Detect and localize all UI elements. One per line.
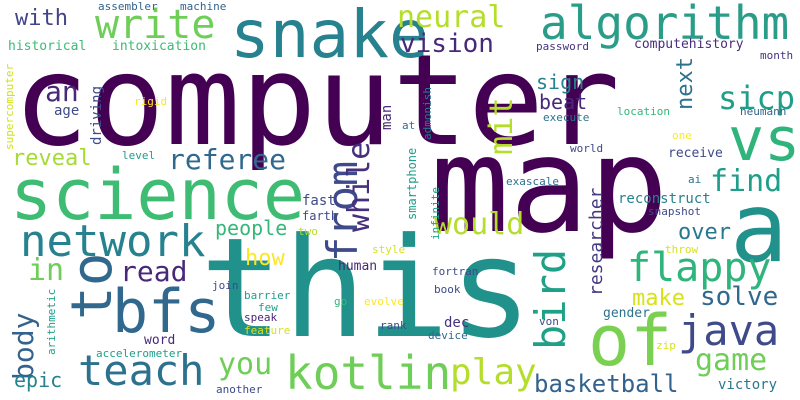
word-two: two (298, 225, 318, 238)
word-referee: referee (168, 143, 287, 176)
word-map: map (430, 109, 669, 263)
word-von: von (539, 315, 559, 328)
word-reveal: reveal (12, 146, 92, 171)
word-throw: throw (665, 243, 699, 256)
word-level: level (122, 149, 156, 162)
word-next: next (673, 57, 698, 110)
word-style: style (372, 243, 406, 256)
word-gender: gender (603, 306, 650, 321)
word-rigid: rigid (134, 95, 168, 108)
word-snake: snake (230, 0, 429, 73)
word-assembler: assembler (98, 0, 158, 13)
word-network: network (20, 216, 206, 267)
word-barrier: barrier (244, 289, 291, 302)
word-month: month (760, 49, 794, 62)
word-word: word (144, 333, 176, 348)
word-man: man (379, 104, 395, 130)
word-vision: vision (400, 29, 494, 59)
word-one: one (672, 129, 692, 142)
word-rank: rank (380, 319, 407, 332)
word-snapshot: snapshot (648, 205, 701, 218)
word-epic: epic (14, 368, 63, 392)
word-game: game (695, 343, 768, 378)
word-would: would (434, 207, 525, 242)
word-bird: bird (526, 248, 575, 350)
word-this: this (200, 208, 533, 369)
word-an: an (45, 75, 79, 108)
word-solve: solve (700, 282, 779, 312)
word-science: science (10, 154, 306, 236)
word-read: read (120, 255, 188, 288)
word-admonish: admonish (421, 87, 434, 140)
word-world: world (570, 142, 604, 155)
word-speak: speak (244, 311, 278, 324)
word-few: few (258, 301, 278, 314)
word-human: human (338, 259, 378, 274)
word-algorithm: algorithm (540, 0, 790, 50)
word-device: device (428, 329, 468, 342)
word-mit: mit (482, 97, 520, 155)
word-java: java (678, 306, 780, 355)
word-flappy: flappy (627, 245, 772, 291)
word-smartphone: smartphone (405, 147, 419, 220)
word-age: age (54, 103, 80, 119)
word-another: another (216, 383, 263, 396)
word-in: in (28, 253, 65, 288)
word-with: with (15, 6, 68, 31)
word-ai: ai (688, 173, 702, 186)
word-location: location (617, 105, 670, 118)
word-play: play (450, 352, 537, 393)
word-kotlin: kotlin (285, 346, 452, 400)
word-beat: beat (539, 90, 588, 114)
word-make: make (632, 286, 685, 311)
word-feature: feature (244, 324, 291, 337)
word-dec: dec (444, 315, 470, 331)
word-infinite: infinite (429, 187, 442, 240)
word-execute: execute (543, 111, 590, 124)
word-computer: computer (13, 27, 620, 174)
word-sicp: sicp (718, 79, 796, 117)
word-over: over (678, 220, 731, 245)
word-evolve: evolve (364, 295, 404, 308)
word-intoxication: intoxication (112, 39, 206, 54)
word-historical: historical (8, 39, 87, 54)
word-teach: teach (78, 346, 205, 395)
word-at: at (402, 119, 416, 132)
word-of: of (588, 300, 673, 382)
word-people: people (215, 216, 288, 240)
word-reconstruct: reconstruct (618, 191, 711, 207)
word-go: go (334, 295, 348, 308)
word-vs: vs (728, 105, 800, 175)
word-join: join (212, 279, 239, 292)
word-zip: zip (656, 339, 676, 352)
word-victory: victory (718, 377, 778, 393)
word-write: write (95, 2, 216, 48)
word-neural: neural (397, 0, 506, 35)
word-arithmetic: arithmetic (45, 288, 58, 355)
word-fast: fast (302, 193, 336, 209)
word-while: while (342, 141, 377, 232)
word-basketball: basketball (534, 370, 679, 398)
word-neumann: neumann (740, 105, 787, 118)
word-password: password (536, 40, 589, 53)
word-driving: driving (89, 85, 105, 145)
word-sign: sign (536, 70, 585, 94)
word-bfs: bfs (112, 277, 221, 347)
word-researcher: researcher (586, 187, 607, 296)
word-find: find (710, 164, 783, 199)
word-fortran: fortran (432, 265, 479, 278)
word-book: book (434, 283, 461, 296)
word-a: a (730, 172, 788, 284)
word-receive: receive (668, 146, 723, 161)
word-machine: machine (180, 0, 227, 13)
word-exascale: exascale (506, 175, 559, 188)
word-you: you (218, 347, 273, 382)
word-supercomputer: supercomputer (3, 63, 16, 150)
word-farth: farth (302, 209, 339, 223)
word-computehistory: computehistory (634, 37, 744, 52)
word-accelerometer: accelerometer (96, 347, 183, 360)
word-how: how (245, 246, 285, 271)
